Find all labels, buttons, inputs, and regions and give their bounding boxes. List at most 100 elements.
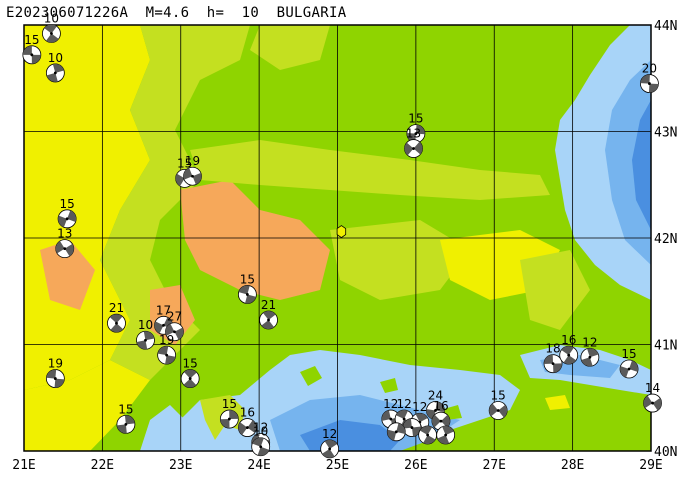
beachball-quadrant: [620, 366, 630, 378]
focal-mechanism: [436, 425, 456, 445]
beachball-center: [188, 377, 192, 380]
focal-mechanism: 16: [237, 406, 257, 437]
beachball-quadrant: [423, 435, 436, 445]
focal-mechanism: 15: [619, 347, 639, 379]
lat-tick-label: 42N: [654, 232, 677, 247]
lon-tick-label: 23E: [169, 458, 192, 473]
beachball-quadrant: [413, 141, 423, 155]
beachball-quadrant: [46, 369, 57, 379]
beachball-quadrant: [252, 437, 264, 447]
beachball-center: [245, 426, 249, 429]
beachball-center: [227, 417, 231, 421]
focal-mechanism: [402, 418, 422, 437]
beachball-center: [496, 409, 500, 412]
lat-tick-label: 41N: [654, 339, 677, 354]
depth-label: 18: [545, 342, 560, 356]
beachball-center: [53, 377, 57, 380]
epicenter-marker: [336, 225, 347, 239]
beachball-center: [53, 71, 57, 75]
focal-mechanism: 15: [237, 272, 257, 304]
beachball-quadrant: [498, 404, 508, 418]
depth-label: 21: [109, 301, 124, 315]
beachball-quadrant: [247, 420, 257, 433]
focal-mechanism: 15: [219, 397, 239, 429]
depth-label: 13: [406, 127, 421, 141]
mountains-west: [40, 240, 95, 310]
beachball-center: [444, 433, 448, 437]
beachball-center: [63, 247, 67, 251]
lon-tick-label: 26E: [404, 458, 427, 473]
lon-tick-label: 27E: [483, 458, 506, 473]
beachball-quadrant: [640, 74, 650, 84]
beachball-quadrant: [544, 354, 554, 364]
beachball-quadrant: [46, 72, 58, 82]
depth-label: 10: [44, 12, 59, 26]
beachball-center: [245, 293, 249, 296]
beachball-quadrant: [415, 413, 428, 423]
hills-balkan: [190, 140, 550, 200]
beachball-center: [389, 417, 393, 421]
beachball-center: [394, 430, 398, 434]
beachball-quadrant: [322, 448, 335, 458]
depth-label: 24: [428, 389, 443, 403]
beachball-center: [173, 330, 176, 334]
beachball-quadrant: [58, 215, 68, 228]
beachball-quadrant: [229, 410, 239, 420]
depth-label: 15: [177, 156, 192, 170]
depth-label: 12: [322, 427, 337, 441]
beachball-quadrant: [165, 323, 175, 336]
beachball-center: [267, 318, 270, 322]
depth-label: 14: [645, 381, 660, 395]
beachball-quadrant: [64, 243, 74, 257]
lon-tick-label: 21E: [12, 458, 35, 473]
focal-mechanism: [418, 425, 438, 445]
hills-thrace: [330, 220, 470, 300]
beachball-quadrant: [442, 426, 454, 436]
focal-mechanism: 15: [406, 112, 426, 144]
focal-mechanism: 19: [157, 333, 177, 365]
beachball-quadrant: [581, 357, 593, 367]
depth-label: 16: [433, 399, 448, 413]
focal-mechanism: 15: [116, 402, 136, 434]
focal-mechanism: 13: [55, 227, 75, 259]
depth-label: 10: [138, 318, 153, 332]
beachball-quadrant: [116, 424, 127, 434]
hills-north: [250, 25, 330, 70]
beachball-quadrant: [396, 423, 406, 435]
beachball-center: [551, 362, 555, 366]
upland-west-2: [24, 360, 150, 451]
beachball-quadrant: [563, 355, 577, 365]
beachball-quadrant: [440, 414, 450, 428]
focal-mechanism: 21: [107, 301, 126, 333]
depth-label: 15: [408, 112, 423, 126]
depth-label: 10: [48, 51, 63, 65]
beachball-center: [162, 323, 165, 327]
beachball-quadrant: [411, 426, 421, 437]
lat-tick-label: 43N: [654, 126, 677, 141]
depth-label: 15: [24, 33, 39, 47]
beachball-quadrant: [381, 410, 391, 421]
beachball-quadrant: [387, 429, 397, 441]
beachball-center: [30, 53, 34, 57]
beachball-center: [259, 445, 263, 449]
beachball-quadrant: [648, 83, 659, 93]
beachball-quadrant: [174, 327, 184, 340]
lon-tick-label: 25E: [326, 458, 349, 473]
focal-mechanism: 20: [640, 62, 659, 93]
focal-mechanism: 15: [180, 357, 200, 388]
depth-label: 27: [167, 310, 182, 324]
lon-tick-label: 24E: [247, 458, 270, 473]
depth-label: 17: [156, 303, 171, 317]
beachball-center: [651, 401, 654, 405]
black-sea-deep: [632, 100, 651, 230]
depth-label: 15: [59, 197, 74, 211]
focal-mechanism: 12: [580, 335, 600, 367]
beachball-quadrant: [629, 360, 639, 372]
beachball-center: [567, 353, 571, 357]
black-sea-mid: [605, 60, 651, 265]
beachball-quadrant: [437, 435, 450, 445]
depth-label: 19: [159, 333, 174, 347]
focal-mechanism: 13: [404, 127, 423, 158]
beachball-quadrant: [643, 395, 653, 409]
lon-tick-label: 22E: [91, 458, 114, 473]
